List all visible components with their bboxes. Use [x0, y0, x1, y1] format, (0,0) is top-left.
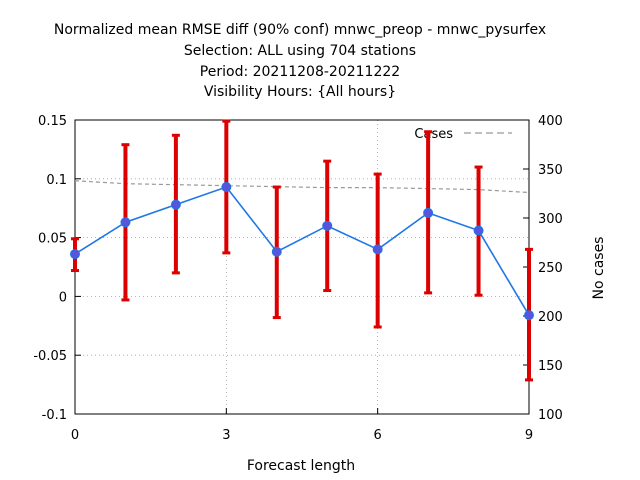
x-tick-label: 0: [71, 428, 79, 443]
y-tick-label: 0.1: [46, 173, 67, 188]
cases-line: [74, 180, 530, 194]
title-line-3: Period: 20211208-20211222: [200, 64, 400, 80]
error-bars: [71, 119, 533, 382]
x-tick-label: 6: [374, 428, 382, 443]
data-point: [271, 246, 282, 257]
x-axis-ticks: 0 3 6 9: [71, 408, 533, 443]
legend: Cases: [414, 127, 512, 142]
y2-axis-title: No cases: [591, 237, 607, 300]
data-point: [423, 207, 434, 218]
data-point: [524, 310, 534, 321]
title-line-2: Selection: ALL using 704 stations: [184, 43, 416, 59]
data-point: [221, 182, 232, 193]
main-series: [74, 186, 530, 316]
y-tick-label: 0.05: [38, 232, 67, 247]
y-tick-label: 0.15: [38, 114, 67, 129]
y-tick-label: -0.05: [33, 349, 67, 364]
data-point: [170, 199, 181, 210]
y2-axis-ticks: 100 150 200 250 300 350 400: [523, 114, 563, 423]
y-tick-label: 0: [59, 290, 67, 305]
data-point: [322, 220, 333, 231]
data-point: [120, 217, 131, 228]
series-line: [74, 186, 530, 316]
title-line-4: Visibility Hours: {All hours}: [204, 84, 396, 100]
x-axis-title: Forecast length: [247, 458, 355, 474]
title-line-1: Normalized mean RMSE diff (90% conf) mnw…: [54, 22, 546, 38]
y-axis-ticks: -0.1 -0.05 0 0.05 0.1 0.15: [33, 114, 81, 423]
data-point: [372, 244, 383, 255]
y-tick-label: -0.1: [42, 408, 67, 423]
legend-label-cases: Cases: [414, 127, 453, 142]
y2-tick-label: 350: [538, 163, 563, 178]
grid: [75, 120, 529, 414]
x-tick-label: 3: [222, 428, 230, 443]
y2-tick-label: 200: [538, 310, 563, 325]
chart-title: Normalized mean RMSE diff (90% conf) mnw…: [54, 22, 546, 100]
y2-tick-label: 400: [538, 114, 563, 129]
y2-tick-label: 250: [538, 261, 563, 276]
x-tick-label: 9: [525, 428, 533, 443]
y2-tick-label: 100: [538, 408, 563, 423]
data-point: [70, 249, 80, 260]
data-point: [473, 225, 484, 236]
plot-frame: [74, 119, 530, 415]
y2-tick-label: 300: [538, 212, 563, 227]
series-markers: [70, 182, 534, 321]
y2-tick-label: 150: [538, 359, 563, 374]
cases-series: [74, 180, 530, 194]
